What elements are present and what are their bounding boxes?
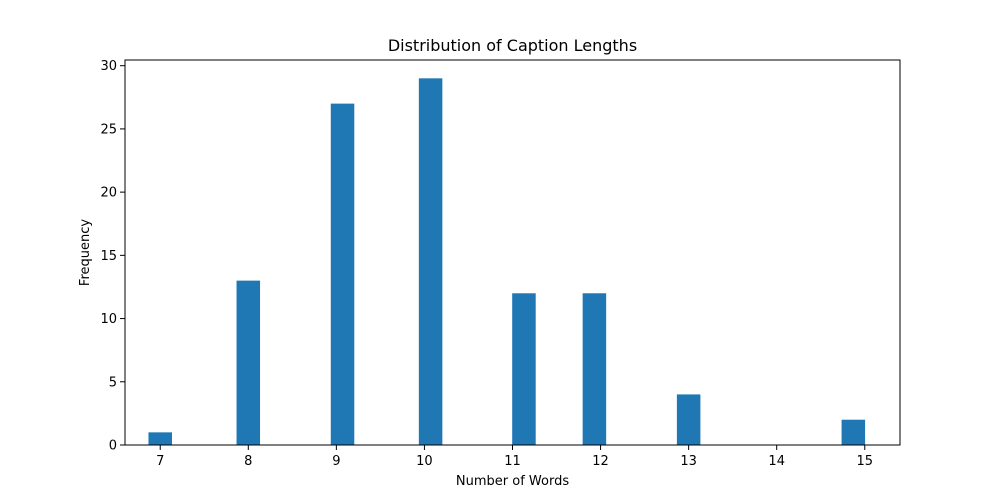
- bar-3: [418, 78, 443, 445]
- y-tick-label-4: 20: [100, 186, 117, 201]
- x-tick-label-6: 13: [680, 454, 697, 469]
- chart-title: Distribution of Caption Lengths: [388, 36, 637, 55]
- x-axis-ticks: 7 8 9 10 11 12 13 14 15: [156, 445, 873, 469]
- bar-4: [512, 293, 536, 445]
- y-tick-label-5: 25: [100, 122, 117, 137]
- x-axis-label: Number of Words: [456, 474, 569, 489]
- bar-6: [676, 394, 701, 445]
- x-tick-label-8: 15: [856, 454, 873, 469]
- plot-frame: [124, 59, 901, 446]
- y-tick-label-3: 15: [100, 249, 117, 264]
- x-tick-label-3: 10: [416, 454, 433, 469]
- x-tick-label-4: 11: [504, 454, 521, 469]
- bar-0: [148, 432, 172, 445]
- y-tick-label-0: 0: [109, 439, 117, 454]
- bar-2: [330, 103, 355, 445]
- x-tick-label-0: 7: [156, 454, 164, 469]
- x-tick-label-5: 12: [592, 454, 609, 469]
- bars-group: [148, 78, 866, 445]
- bar-7: [841, 419, 866, 445]
- bar-1: [236, 280, 261, 445]
- y-tick-label-2: 10: [100, 312, 117, 327]
- bar-5: [582, 293, 607, 445]
- y-axis-ticks: 0 5 10 15 20 25 30: [100, 59, 125, 454]
- y-axis-label: Frequency: [78, 219, 93, 286]
- y-tick-label-6: 30: [100, 59, 117, 74]
- x-tick-label-1: 8: [244, 454, 252, 469]
- y-tick-label-1: 5: [109, 375, 117, 390]
- x-tick-label-7: 14: [768, 454, 785, 469]
- x-tick-label-2: 9: [332, 454, 340, 469]
